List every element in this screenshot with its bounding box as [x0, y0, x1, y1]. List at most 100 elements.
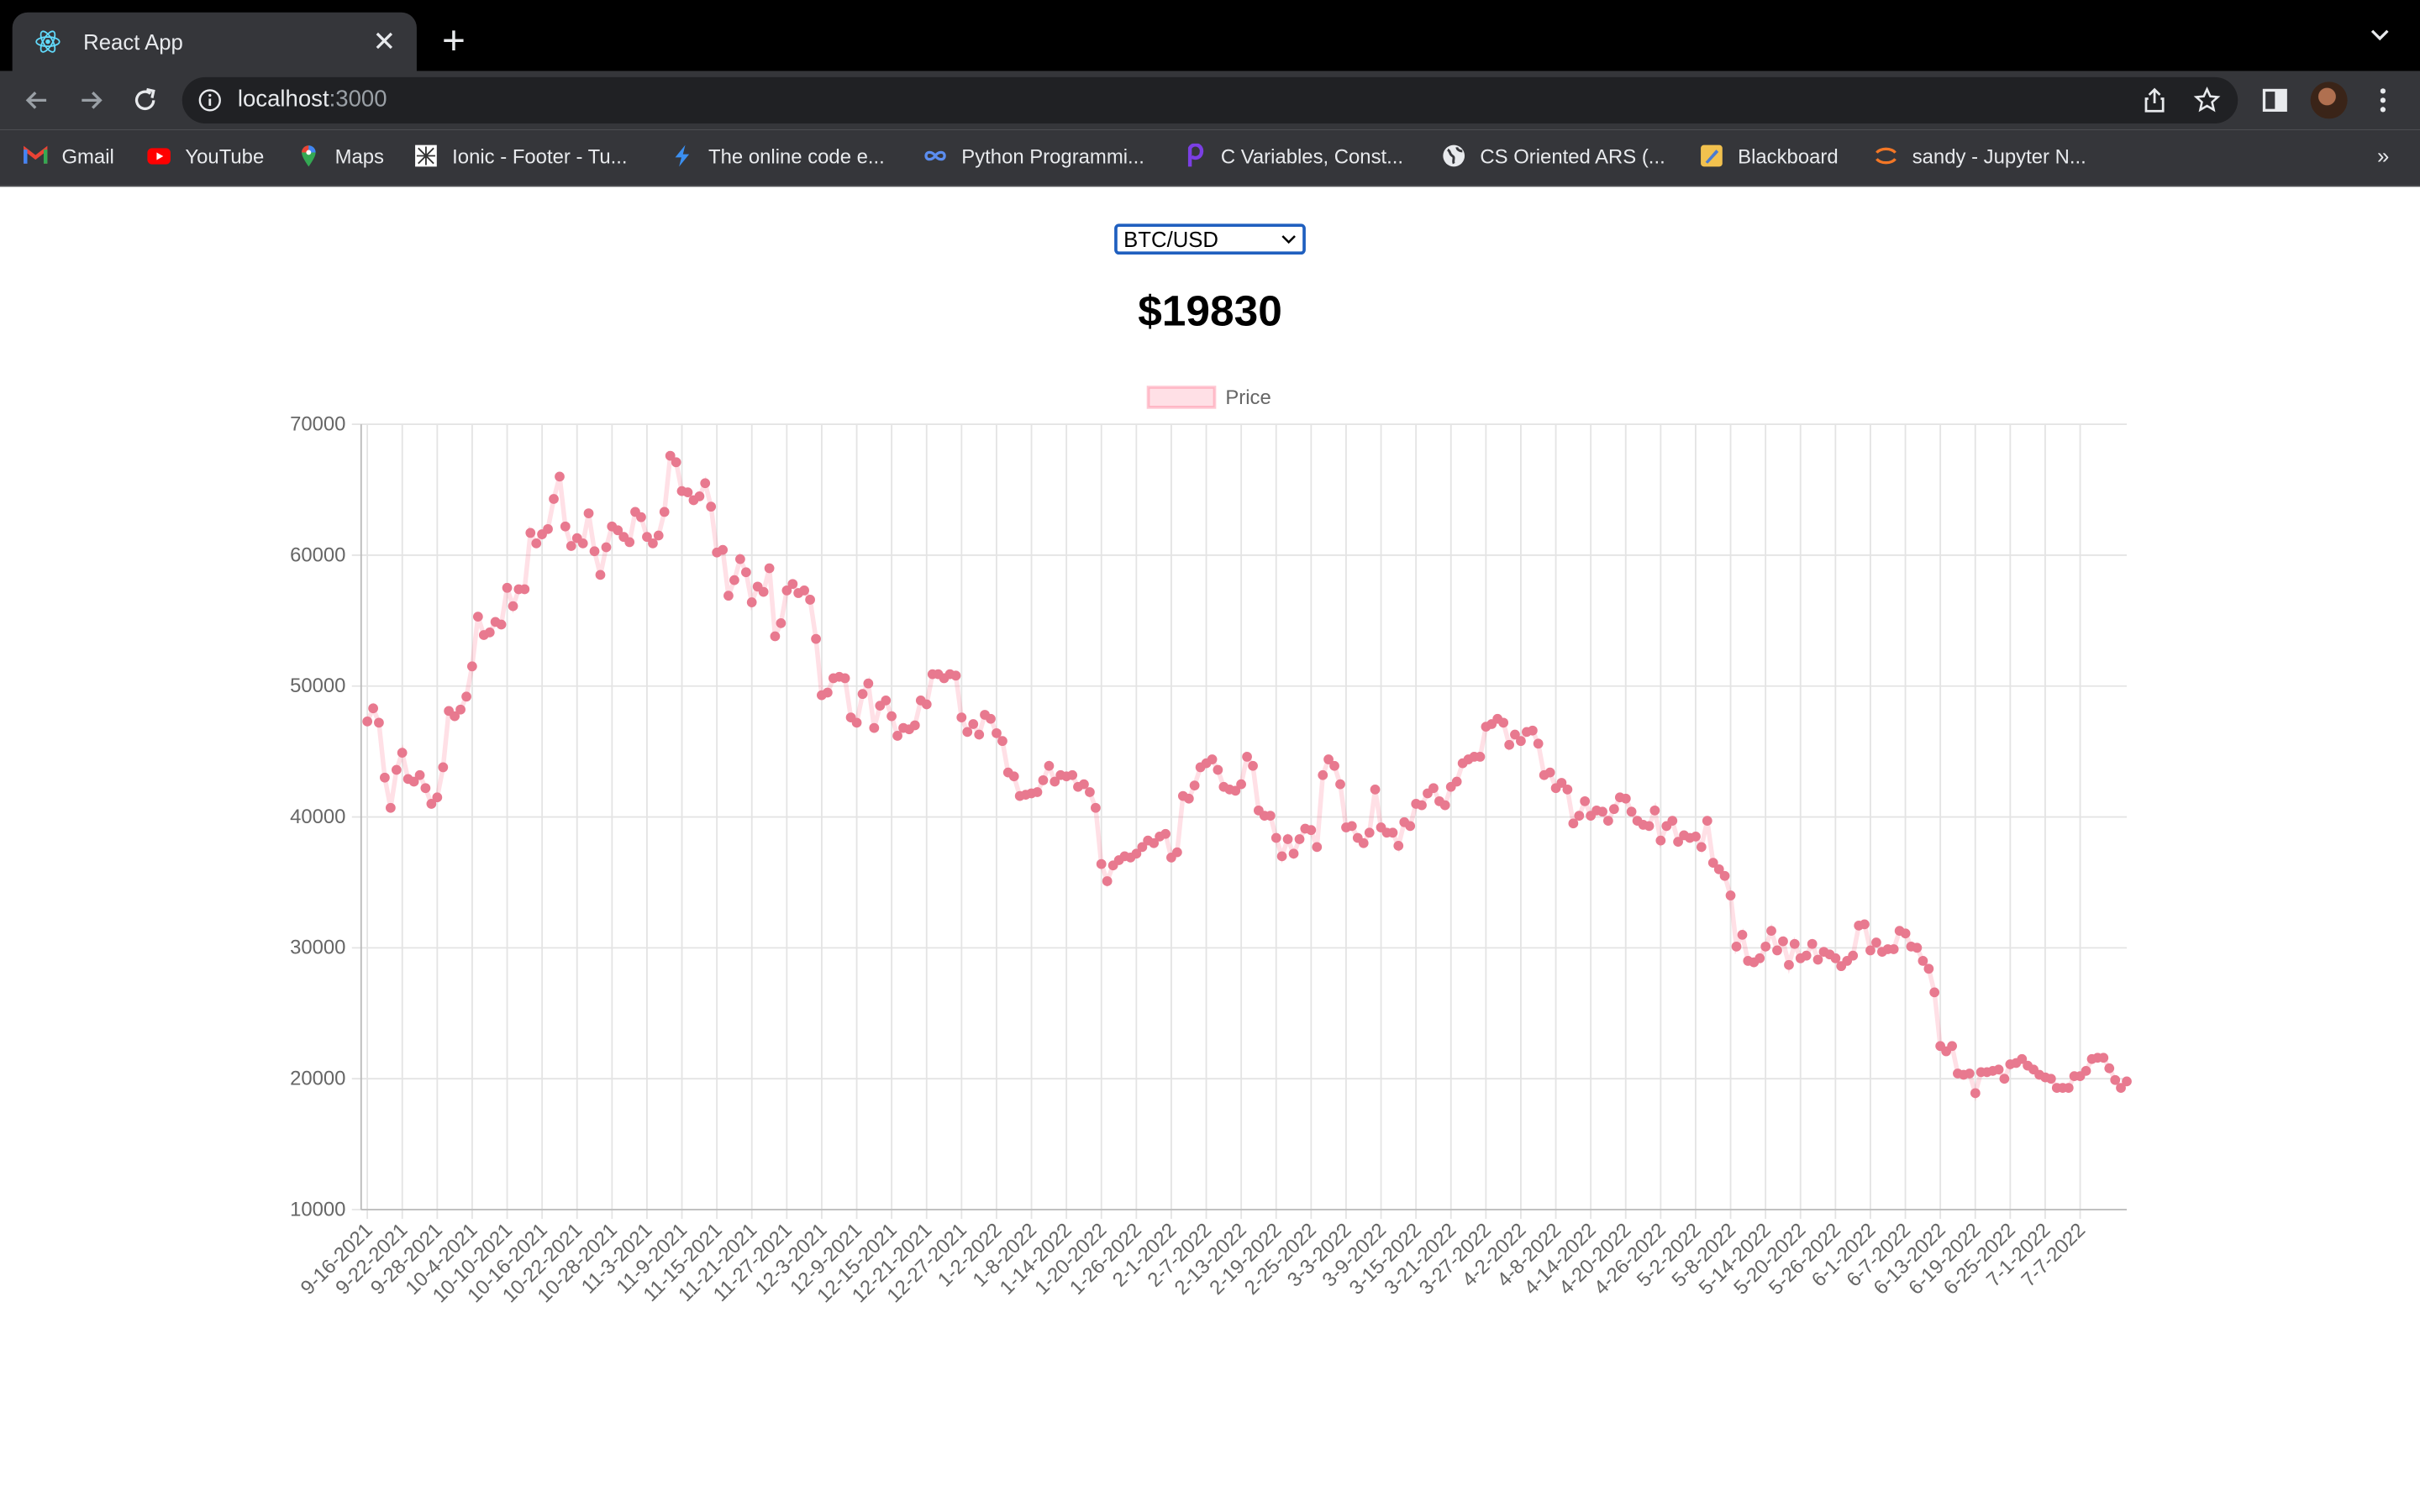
data-point: [758, 586, 769, 597]
data-point: [555, 471, 565, 482]
y-tick-label: 40000: [290, 806, 345, 828]
data-point: [2063, 1083, 2074, 1093]
bookmark-cs-ars[interactable]: CS Oriented ARS (...: [1442, 144, 1665, 168]
data-point: [1830, 953, 1841, 963]
data-point: [380, 772, 390, 783]
data-point: [1067, 769, 1078, 780]
data-point: [496, 619, 507, 630]
bookmark-jupyter[interactable]: sandy - Jupyter N...: [1874, 144, 2086, 168]
data-point: [502, 582, 513, 593]
data-point: [1608, 804, 1619, 815]
data-point: [997, 736, 1007, 747]
data-point: [1760, 941, 1771, 952]
data-point: [1707, 858, 1718, 868]
data-point: [1417, 800, 1427, 811]
kebab-menu-icon[interactable]: [2368, 85, 2399, 116]
infinity-icon: [924, 150, 946, 161]
data-point: [1346, 821, 1357, 832]
data-point: [886, 711, 897, 722]
data-point: [1323, 754, 1334, 764]
legend-label: Price: [1225, 386, 1270, 409]
data-point: [1358, 837, 1369, 848]
data-point: [653, 530, 664, 541]
data-point: [869, 722, 880, 733]
bookmarks-overflow-button[interactable]: »: [2376, 143, 2390, 169]
data-point: [461, 691, 471, 702]
bookmark-youtube[interactable]: YouTube: [146, 144, 264, 168]
current-price: $19830: [1138, 286, 1282, 335]
data-point: [1149, 837, 1160, 848]
data-point: [1451, 776, 1462, 787]
data-point: [374, 717, 384, 728]
data-point: [1772, 945, 1782, 956]
forward-arrow-icon[interactable]: [76, 85, 107, 116]
data-point: [648, 538, 658, 549]
data-point: [764, 563, 775, 574]
bookmark-c-variables[interactable]: C Variables, Const...: [1182, 143, 1403, 168]
data-point: [1294, 834, 1305, 844]
pair-select[interactable]: BTC/USD: [1114, 223, 1306, 255]
data-point: [1812, 954, 1823, 965]
data-point: [1032, 787, 1043, 797]
data-point: [1580, 795, 1591, 806]
data-point: [2110, 1074, 2121, 1085]
bookmark-ionic[interactable]: Ionic - Footer - Tu...: [413, 144, 628, 168]
share-icon[interactable]: [2141, 87, 2169, 114]
data-point: [1923, 963, 1934, 974]
bookmark-label: The online code e...: [708, 144, 885, 168]
bookmark-gmail[interactable]: Gmail: [24, 144, 114, 168]
data-point: [1207, 754, 1218, 764]
data-point: [1276, 851, 1287, 862]
data-point: [624, 537, 635, 548]
data-point: [589, 546, 600, 557]
data-point: [1265, 811, 1276, 821]
data-point: [531, 538, 542, 549]
reload-icon[interactable]: [129, 85, 160, 116]
data-point: [1574, 811, 1585, 821]
back-arrow-icon[interactable]: [22, 85, 53, 116]
legend-swatch: [1146, 386, 1217, 409]
avatar[interactable]: [2310, 81, 2348, 119]
bookmark-maps[interactable]: Maps: [297, 144, 384, 168]
data-point: [723, 591, 734, 601]
data-point: [1050, 776, 1060, 787]
data-point: [368, 703, 378, 714]
data-point: [1719, 870, 1730, 881]
bookmark-online-code[interactable]: The online code e...: [670, 144, 885, 168]
data-point: [525, 528, 536, 538]
star-icon[interactable]: [2193, 87, 2221, 114]
data-point: [1970, 1088, 1981, 1099]
data-point: [740, 567, 751, 578]
new-tab-icon[interactable]: +: [442, 17, 466, 64]
pair-select-value: BTC/USD: [1123, 227, 1219, 252]
data-point: [1288, 848, 1299, 859]
data-point: [776, 617, 786, 628]
bookmark-python[interactable]: Python Programmi...: [923, 144, 1144, 168]
data-point: [472, 612, 483, 622]
data-point: [420, 783, 431, 794]
data-point: [1912, 942, 1923, 953]
side-panel-icon[interactable]: [2260, 85, 2291, 116]
close-tab-icon[interactable]: ✕: [372, 25, 397, 57]
bookmark-label: Ionic - Footer - Tu...: [452, 144, 628, 168]
data-point: [1993, 1064, 2004, 1075]
data-point: [432, 792, 443, 803]
tab-react-app[interactable]: React App ✕: [12, 12, 417, 71]
data-point: [583, 508, 594, 518]
data-point: [450, 711, 460, 722]
info-icon[interactable]: [197, 88, 222, 113]
chevron-down-icon[interactable]: [2368, 22, 2392, 46]
bookmark-blackboard[interactable]: Blackboard: [1699, 144, 1839, 168]
data-point: [1329, 760, 1339, 771]
data-point: [1183, 793, 1194, 804]
data-point: [1725, 890, 1736, 900]
data-point: [1544, 767, 1555, 778]
address-bar[interactable]: localhost:3000: [182, 76, 2238, 123]
data-point: [362, 716, 373, 727]
data-point: [2104, 1063, 2115, 1074]
data-point: [1393, 841, 1404, 851]
data-point: [1620, 793, 1631, 804]
gmail-icon: [24, 145, 48, 164]
y-tick-label: 30000: [290, 937, 345, 959]
data-point: [1527, 725, 1538, 736]
